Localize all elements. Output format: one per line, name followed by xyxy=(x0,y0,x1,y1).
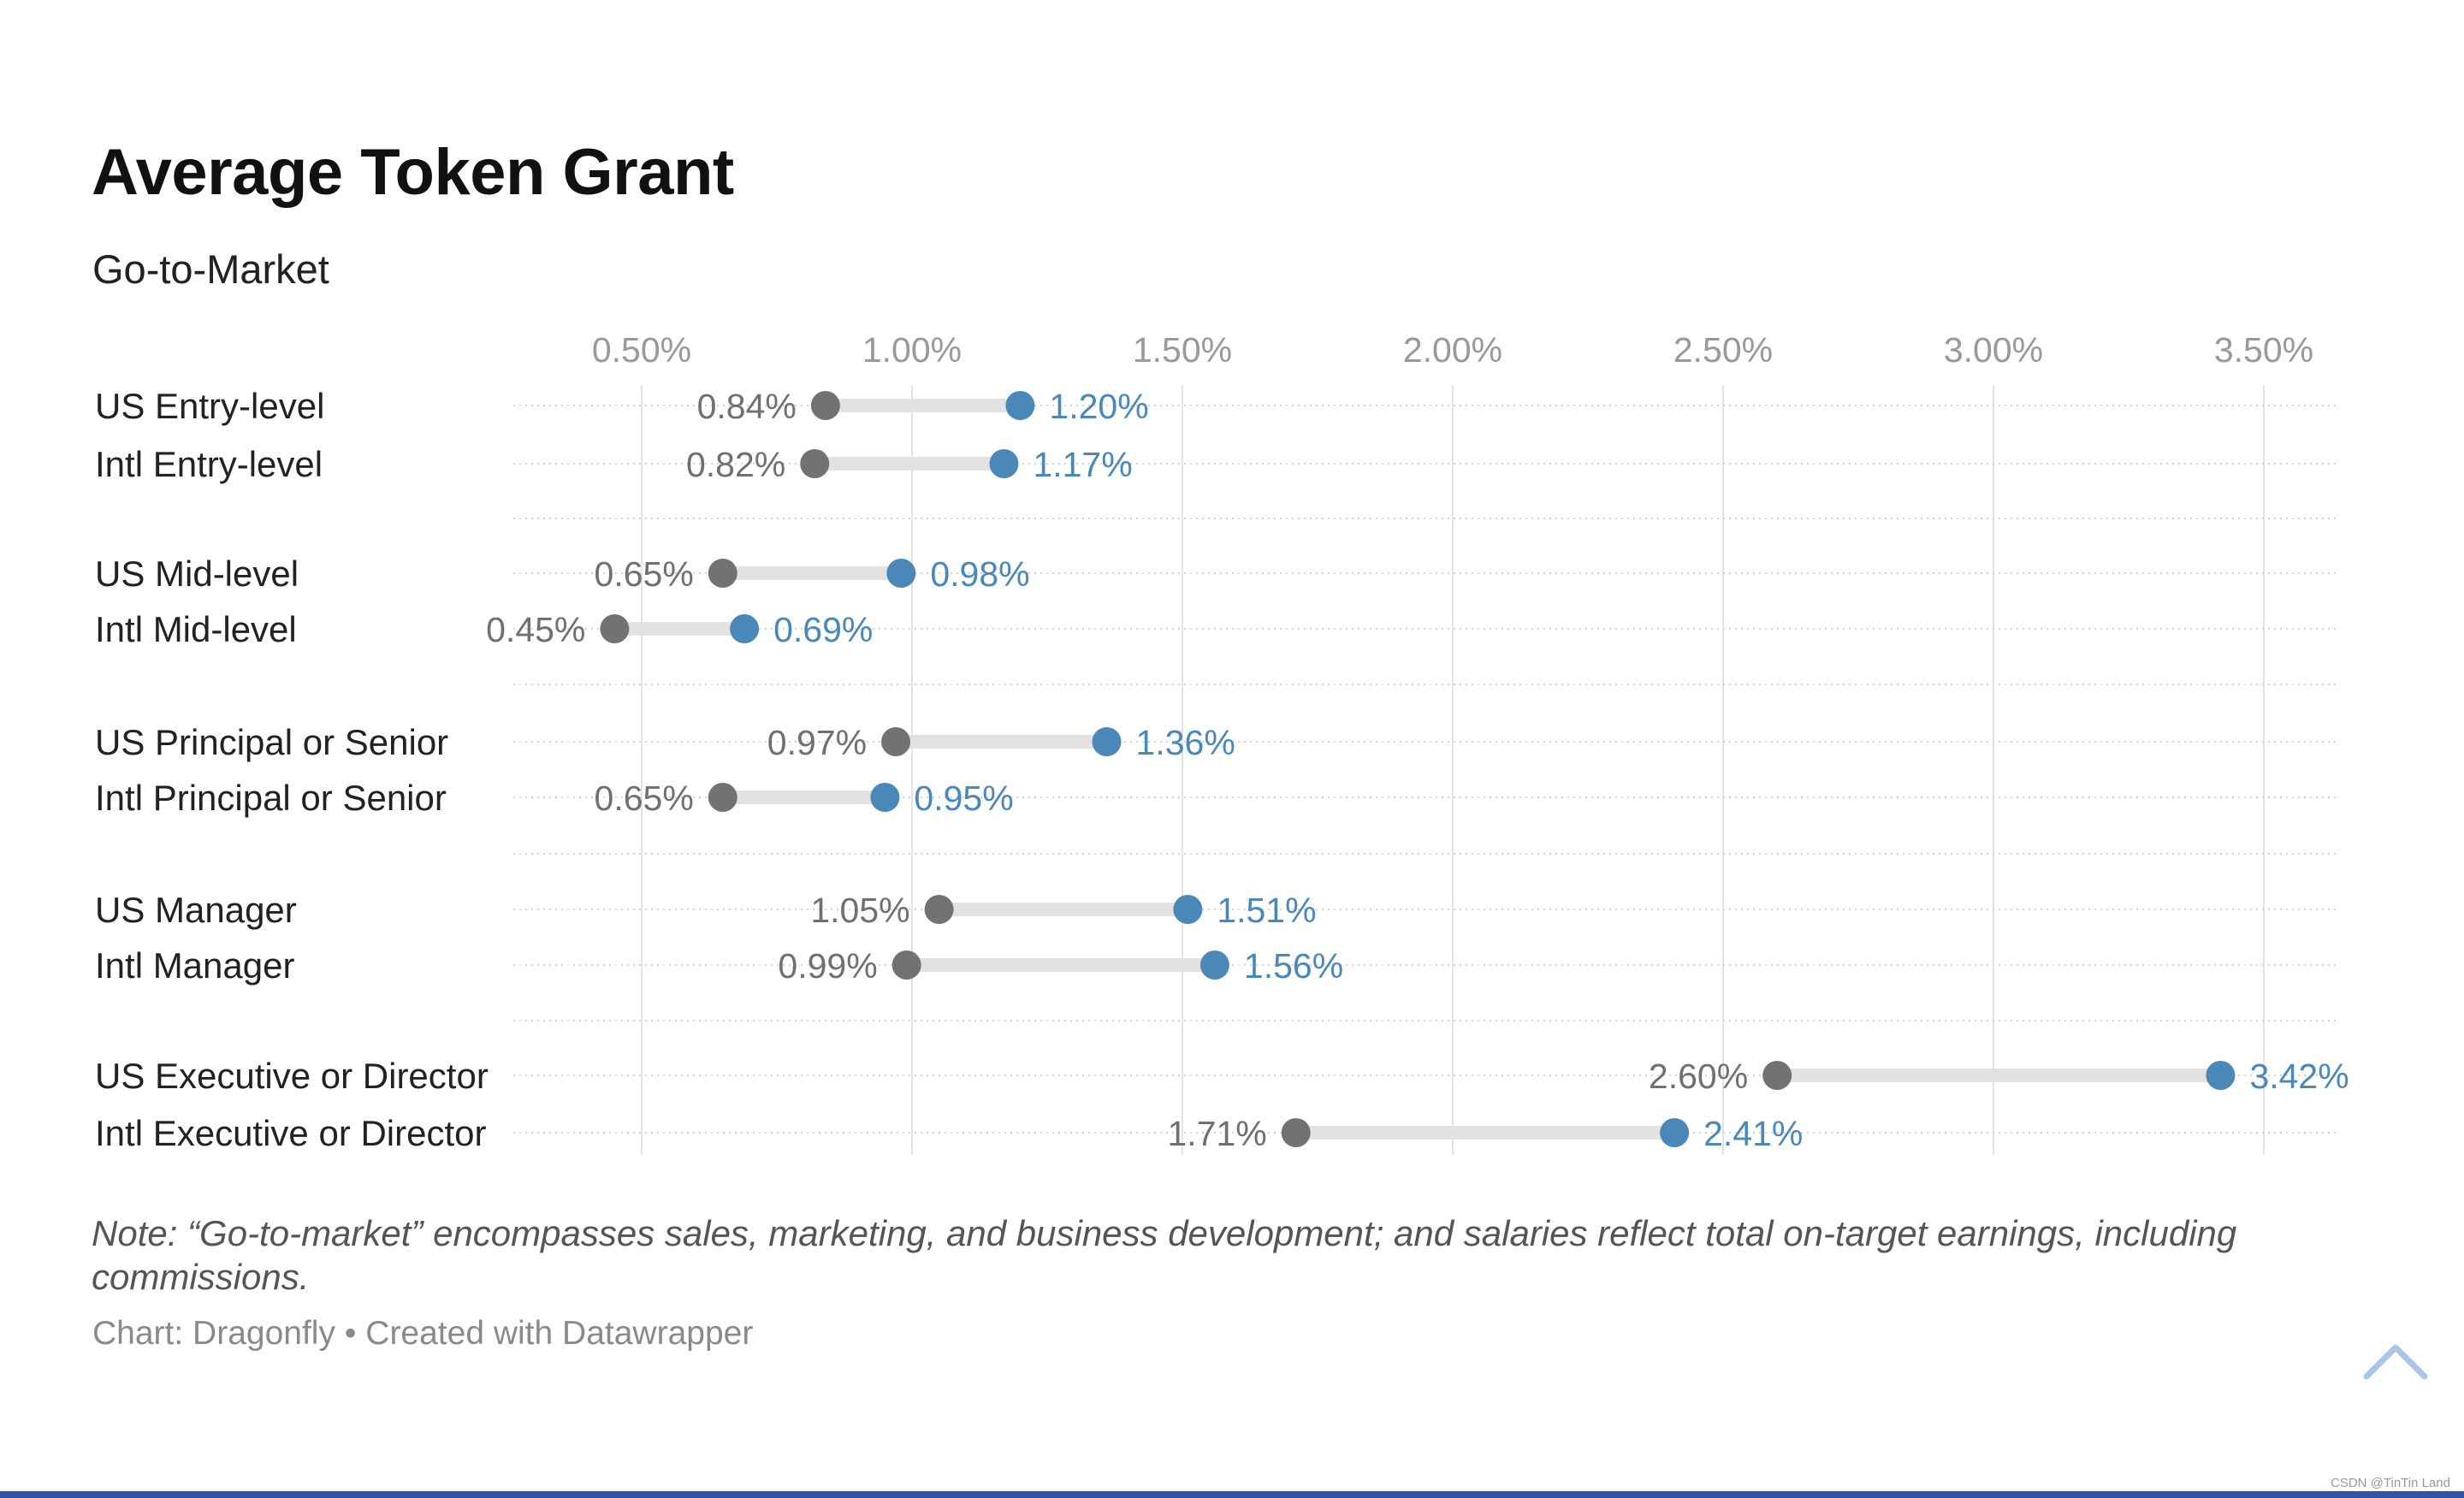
low-value-label: 0.65% xyxy=(595,554,694,594)
x-tick-label: 1.00% xyxy=(862,330,962,370)
low-dot xyxy=(1281,1118,1311,1147)
low-value-label: 0.65% xyxy=(595,779,694,818)
row-label: Intl Entry-level xyxy=(95,444,323,484)
low-dot xyxy=(800,449,830,478)
low-value-label: 0.99% xyxy=(778,946,877,986)
chart-note: Note: “Go-to-market” encompasses sales, … xyxy=(92,1213,2237,1297)
x-tick-label: 3.50% xyxy=(2214,330,2313,370)
high-value-label: 1.51% xyxy=(1217,891,1316,930)
bottom-rule xyxy=(0,1491,2464,1498)
low-dot xyxy=(708,559,737,588)
chart-row: Intl Manager 0.99% 1.56% xyxy=(95,945,1343,986)
chart-row: US Principal or Senior 0.97% 1.36% xyxy=(95,722,1235,762)
low-dot xyxy=(810,391,840,420)
chart-row: US Executive or Director 2.60% 3.42% xyxy=(95,1056,2349,1096)
row-label: US Principal or Senior xyxy=(95,722,448,762)
chevron-up-icon xyxy=(2363,1344,2428,1380)
low-value-label: 0.84% xyxy=(697,387,797,426)
high-dot xyxy=(1173,895,1203,924)
low-dot xyxy=(881,727,911,756)
x-axis-ticks: 0.50% 1.00% 1.50% 2.00% 2.50% 3.00% 3.50% xyxy=(592,330,2313,370)
high-dot xyxy=(886,559,916,588)
chart-title: Average Token Grant xyxy=(92,136,734,209)
chart-row: Intl Principal or Senior 0.65% 0.95% xyxy=(95,778,1014,818)
row-label: Intl Principal or Senior xyxy=(95,778,447,818)
low-value-label: 1.05% xyxy=(810,891,909,930)
chart-credit: Chart: Dragonfly • Created with Datawrap… xyxy=(92,1315,754,1352)
row-label: Intl Mid-level xyxy=(95,609,297,649)
dot-range-chart: 0.50% 1.00% 1.50% 2.00% 2.50% 3.00% 3.50% US E… xyxy=(95,330,2349,1155)
x-tick-label: 3.00% xyxy=(1944,330,2043,370)
high-value-label: 0.98% xyxy=(930,554,1029,594)
low-dot xyxy=(891,950,921,980)
row-label: US Entry-level xyxy=(95,386,324,426)
row-label: US Executive or Director xyxy=(95,1056,489,1096)
watermark: CSDN @TinTin Land xyxy=(2331,1476,2450,1490)
high-value-label: 1.56% xyxy=(1244,946,1343,986)
high-value-label: 1.20% xyxy=(1049,387,1148,426)
low-dot xyxy=(924,895,954,924)
chart-row: Intl Mid-level 0.45% 0.69% xyxy=(95,609,873,649)
high-value-label: 3.42% xyxy=(2249,1057,2348,1096)
low-dot xyxy=(708,783,737,812)
low-value-label: 0.45% xyxy=(486,610,585,649)
row-label: Intl Executive or Director xyxy=(95,1113,487,1153)
chart-subtitle: Go-to-Market xyxy=(92,246,329,292)
x-tick-label: 2.50% xyxy=(1673,330,1773,370)
row-label: Intl Manager xyxy=(95,945,294,986)
chart-row: US Entry-level 0.84% 1.20% xyxy=(95,386,1149,426)
chart-row: US Mid-level 0.65% 0.98% xyxy=(95,554,1030,594)
x-tick-label: 2.00% xyxy=(1403,330,1502,370)
x-tick-label: 1.50% xyxy=(1133,330,1232,370)
low-value-label: 0.82% xyxy=(686,445,785,484)
row-label: US Manager xyxy=(95,890,297,930)
chart-row: Intl Executive or Director 1.71% 2.41% xyxy=(95,1113,1803,1153)
high-value-label: 0.69% xyxy=(773,610,873,649)
gridlines xyxy=(513,385,2340,1155)
high-dot xyxy=(730,614,760,643)
chart-rows: US Entry-level 0.84% 1.20% Intl Entry-level… xyxy=(95,386,2349,1153)
high-dot xyxy=(1005,391,1035,420)
high-dot xyxy=(1660,1118,1690,1147)
low-dot xyxy=(600,614,630,643)
low-value-label: 1.71% xyxy=(1167,1114,1266,1153)
high-dot xyxy=(989,449,1019,478)
x-tick-label: 0.50% xyxy=(592,330,691,370)
high-value-label: 2.41% xyxy=(1703,1114,1803,1153)
high-dot xyxy=(1199,950,1229,980)
scroll-to-top-button[interactable] xyxy=(2363,1339,2428,1382)
high-value-label: 1.36% xyxy=(1136,723,1235,762)
low-value-label: 0.97% xyxy=(767,723,867,762)
chart-row: US Manager 1.05% 1.51% xyxy=(95,890,1317,930)
low-value-label: 2.60% xyxy=(1649,1057,1748,1096)
high-value-label: 0.95% xyxy=(914,779,1013,818)
high-dot xyxy=(1092,727,1122,756)
high-dot xyxy=(870,783,900,812)
row-label: US Mid-level xyxy=(95,554,299,594)
high-dot xyxy=(2206,1061,2236,1090)
chart-row: Intl Entry-level 0.82% 1.17% xyxy=(95,444,1133,484)
low-dot xyxy=(1762,1061,1792,1090)
high-value-label: 1.17% xyxy=(1033,445,1132,484)
